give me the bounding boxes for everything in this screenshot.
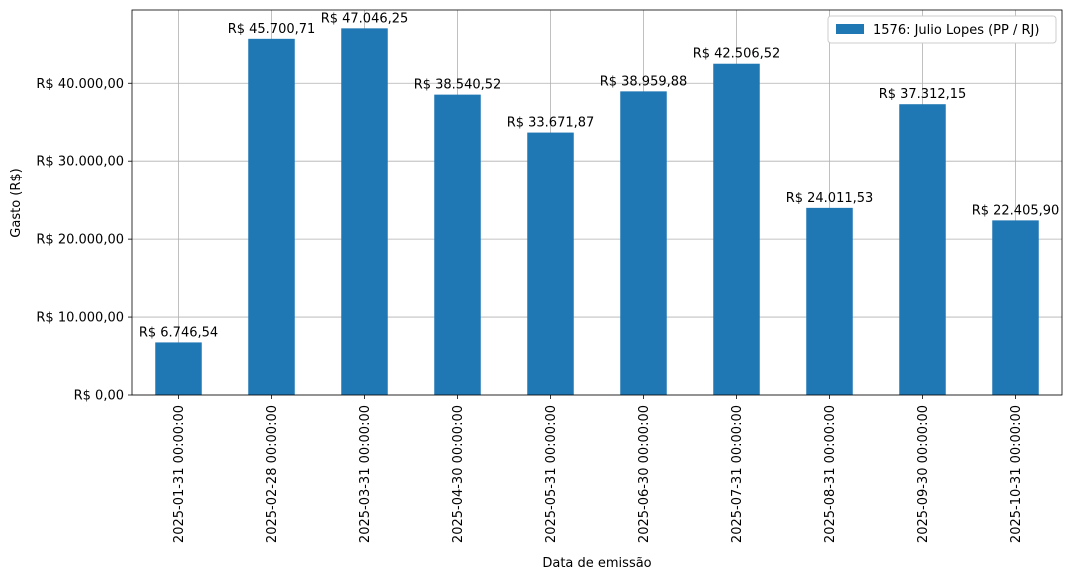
bar-value-label: R$ 22.405,90 xyxy=(972,203,1060,218)
x-tick-label: 2025-07-31 00:00:00 xyxy=(730,405,745,543)
bar-value-label: R$ 42.506,52 xyxy=(693,47,781,62)
bar-value-label: R$ 38.540,52 xyxy=(414,78,502,93)
bar xyxy=(899,104,946,396)
bar xyxy=(992,220,1039,395)
bar-value-label: R$ 6.746,54 xyxy=(139,325,218,340)
bar xyxy=(341,28,388,396)
legend: 1576: Julio Lopes (PP / RJ) xyxy=(827,15,1057,44)
y-tick-label: R$ 40.000,00 xyxy=(36,77,124,92)
x-tick-label: 2025-01-31 00:00:00 xyxy=(172,405,187,543)
bar xyxy=(434,94,481,395)
bar-value-label: R$ 47.046,25 xyxy=(321,11,409,26)
x-tick-label: 2025-05-31 00:00:00 xyxy=(544,405,559,543)
bars xyxy=(155,28,1039,396)
y-axis-title: Gasto (R$) xyxy=(9,168,24,237)
x-tick-label: 2025-08-31 00:00:00 xyxy=(823,405,838,543)
bar-value-label: R$ 24.011,53 xyxy=(786,191,874,206)
y-tick-label: R$ 0,00 xyxy=(74,389,124,404)
x-tick-label: 2025-04-30 00:00:00 xyxy=(451,405,466,543)
plot-frame xyxy=(131,9,1063,396)
x-tick-label: 2025-03-31 00:00:00 xyxy=(358,405,373,543)
legend-label: 1576: Julio Lopes (PP / RJ) xyxy=(873,23,1039,38)
y-tick-label: R$ 10.000,00 xyxy=(36,311,124,326)
data-labels: R$ 6.746,54 R$ 45.700,71 R$ 47.046,25 R$ 38… xyxy=(139,11,1059,340)
bar xyxy=(806,207,853,395)
bar xyxy=(713,63,760,396)
bar xyxy=(248,38,295,395)
bar-value-label: R$ 45.700,71 xyxy=(228,22,316,37)
x-tick-label: 2025-06-30 00:00:00 xyxy=(637,405,652,543)
x-tick-label: 2025-02-28 00:00:00 xyxy=(265,405,280,543)
x-tick-label: 2025-09-30 00:00:00 xyxy=(916,405,931,543)
bar xyxy=(620,91,667,396)
legend-frame xyxy=(827,15,1057,44)
legend-swatch xyxy=(836,24,864,34)
axes: R$ 0,00 R$ 10.000,00 R$ 20.000,00 R$ 30.000… xyxy=(36,9,1063,543)
bar xyxy=(155,342,202,395)
x-axis-title: Data de emissão xyxy=(542,556,651,571)
bar-value-label: R$ 33.671,87 xyxy=(507,116,595,131)
y-tick-label: R$ 30.000,00 xyxy=(36,155,124,170)
bar xyxy=(527,132,574,396)
bar-value-label: R$ 38.959,88 xyxy=(600,74,688,89)
x-tick-label: 2025-10-31 00:00:00 xyxy=(1009,405,1024,543)
bar-value-label: R$ 37.312,15 xyxy=(879,87,967,102)
y-tick-label: R$ 20.000,00 xyxy=(36,233,124,248)
